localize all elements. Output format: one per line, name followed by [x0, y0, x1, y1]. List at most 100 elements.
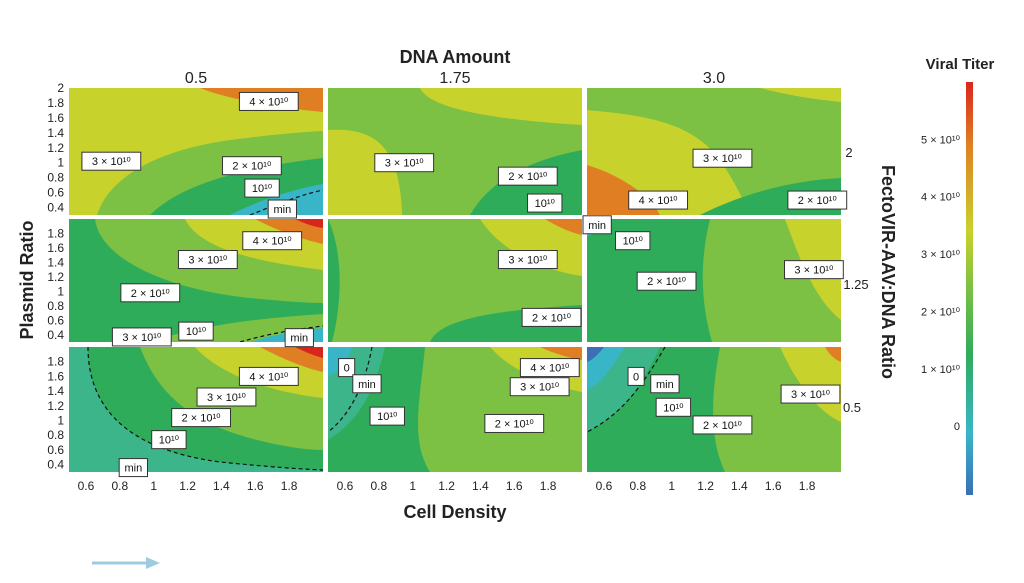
contour-label-text: 10¹⁰: [377, 411, 398, 423]
contour-label: 3 × 10¹⁰: [692, 148, 753, 168]
contour-label-text: 2 × 10¹⁰: [532, 312, 572, 324]
contour-label: 10¹⁰: [655, 397, 692, 417]
contour-label: 4 × 10¹⁰: [238, 366, 299, 386]
contour-label: 10¹⁰: [615, 231, 651, 251]
contour-label: 10¹⁰: [369, 406, 405, 426]
x-tick-label: 1.2: [697, 479, 714, 493]
contour-label-text: 10¹⁰: [252, 183, 273, 195]
contour-label-text: 3 × 10¹⁰: [188, 255, 228, 267]
contour-label-text: 4 × 10¹⁰: [253, 236, 293, 248]
contour-label: 3 × 10¹⁰: [784, 260, 844, 280]
contour-label: 3 × 10¹⁰: [196, 387, 257, 407]
x-tick-label: 1.4: [731, 479, 748, 493]
contour-label: min: [267, 199, 298, 219]
column-label-dna-0: 0.5: [185, 70, 207, 87]
contour-label-text: min: [124, 463, 142, 475]
column-label-dna-2: 3.0: [703, 70, 725, 87]
contour-label: min: [650, 374, 680, 394]
contour-label: 3 × 10¹⁰: [374, 153, 435, 173]
row-label-ratio-1: 1.25: [843, 277, 868, 292]
y-tick-label: 1.2: [47, 141, 64, 155]
x-tick-label: 1.2: [438, 479, 455, 493]
contour-label-text: 2 × 10¹⁰: [798, 195, 838, 207]
contour-label: 3 × 10¹⁰: [81, 151, 142, 171]
contour-label: 2 × 10¹⁰: [692, 415, 753, 435]
contour-label-text: 10¹⁰: [535, 198, 556, 210]
colorbar-tick-label: 3 × 10¹⁰: [921, 249, 961, 261]
column-label-dna-1: 1.75: [439, 70, 470, 87]
y-tick-label: 1: [57, 156, 64, 170]
contour-label: min: [118, 458, 148, 478]
contour-label: 2 × 10¹⁰: [521, 307, 582, 327]
x-tick-label: 1.4: [472, 479, 489, 493]
contour-label-text: 3 × 10¹⁰: [92, 156, 132, 168]
contour-label: 4 × 10¹⁰: [519, 358, 580, 378]
y-tick-label: 0.6: [47, 443, 64, 457]
contour-label-text: 3 × 10¹⁰: [703, 153, 743, 165]
colorbar-tick-label: 2 × 10¹⁰: [921, 306, 961, 318]
y-tick-label: 0.8: [47, 171, 64, 185]
contour-label: 3 × 10¹⁰: [780, 384, 841, 404]
contour-label: 10¹⁰: [151, 430, 187, 450]
contour-label-text: 10¹⁰: [159, 435, 180, 447]
colorbar-tick-label: 5 × 10¹⁰: [921, 134, 961, 146]
contour-label: 10¹⁰: [244, 178, 280, 198]
x-tick-label: 0.8: [111, 479, 128, 493]
y-tick-label: 0.4: [47, 201, 64, 215]
contour-label: 10¹⁰: [527, 193, 563, 213]
contour-label-text: 3 × 10¹⁰: [207, 392, 247, 404]
x-tick-label: 1: [409, 479, 416, 493]
y-tick-label: 0.8: [47, 299, 64, 313]
x-tick-label: 0.6: [596, 479, 613, 493]
contour-label-text: 0: [633, 371, 639, 383]
y-tick-label: 1.2: [47, 270, 64, 284]
x-tick-label: 1.8: [540, 479, 557, 493]
contour-label-text: 2 × 10¹⁰: [508, 171, 548, 183]
row-label-ratio-0: 2: [845, 145, 852, 160]
contour-label: 2 × 10¹⁰: [484, 413, 545, 433]
contour-label-text: 3 × 10¹⁰: [385, 158, 425, 170]
y-tick-label: 1.8: [47, 226, 64, 240]
contour-label-text: 2 × 10¹⁰: [703, 420, 743, 432]
right-axis-label: FectoVIR-AAV:DNA Ratio: [878, 165, 898, 379]
y-tick-label: 0.4: [47, 328, 64, 342]
colorbar-tick-label: 4 × 10¹⁰: [921, 192, 961, 204]
contour-label: 3 × 10¹⁰: [111, 327, 172, 347]
contour-label-text: 3 × 10¹⁰: [794, 265, 834, 277]
x-tick-label: 0.6: [337, 479, 354, 493]
x-tick-label: 1.4: [213, 479, 230, 493]
contour-label-text: 3 × 10¹⁰: [508, 255, 548, 267]
contour-label: 4 × 10¹⁰: [628, 190, 689, 210]
x-tick-label: 1.8: [799, 479, 816, 493]
x-tick-label: 1: [150, 479, 157, 493]
row-label-ratio-2: 0.5: [843, 400, 861, 415]
y-tick-label: 1: [57, 414, 64, 428]
x-tick-label: 1.2: [179, 479, 196, 493]
y-tick-label: 0.4: [47, 458, 64, 472]
colorbar-tick-label: 1 × 10¹⁰: [921, 364, 961, 376]
contour-label: 2 × 10¹⁰: [120, 283, 181, 303]
contour-label-text: 4 × 10¹⁰: [249, 371, 289, 383]
contour-label-text: 2 × 10¹⁰: [647, 276, 687, 288]
contour-label-text: min: [656, 379, 674, 391]
x-tick-label: 1.6: [247, 479, 264, 493]
y-tick-label: 1.4: [47, 384, 64, 398]
y-tick-label: 1.8: [47, 96, 64, 110]
contour-label-text: 2 × 10¹⁰: [232, 161, 272, 173]
contour-label-text: 4 × 10¹⁰: [639, 195, 679, 207]
contour-label-text: 2 × 10¹⁰: [495, 418, 535, 430]
contour-label-text: 2 × 10¹⁰: [131, 288, 171, 300]
y-tick-label: 1.6: [47, 241, 64, 255]
contour-label-text: 3 × 10¹⁰: [791, 389, 831, 401]
chart-title: DNA Amount: [400, 47, 511, 67]
contour-label: 2 × 10¹⁰: [636, 271, 697, 291]
y-tick-label: 1.4: [47, 255, 64, 269]
panel-r2-c0: [69, 347, 323, 472]
contour-label: 2 × 10¹⁰: [497, 166, 558, 186]
contour-label: 3 × 10¹⁰: [509, 377, 570, 397]
y-tick-label: 0.6: [47, 186, 64, 200]
contour-label: 4 × 10¹⁰: [242, 231, 303, 251]
y-tick-label: 1.4: [47, 126, 64, 140]
x-tick-label: 1: [668, 479, 675, 493]
colorbar-ticks: 0 1 × 10¹⁰ 2 × 10¹⁰ 3 × 10¹⁰ 4 × 10¹⁰ 5 × 10¹…: [921, 134, 961, 433]
